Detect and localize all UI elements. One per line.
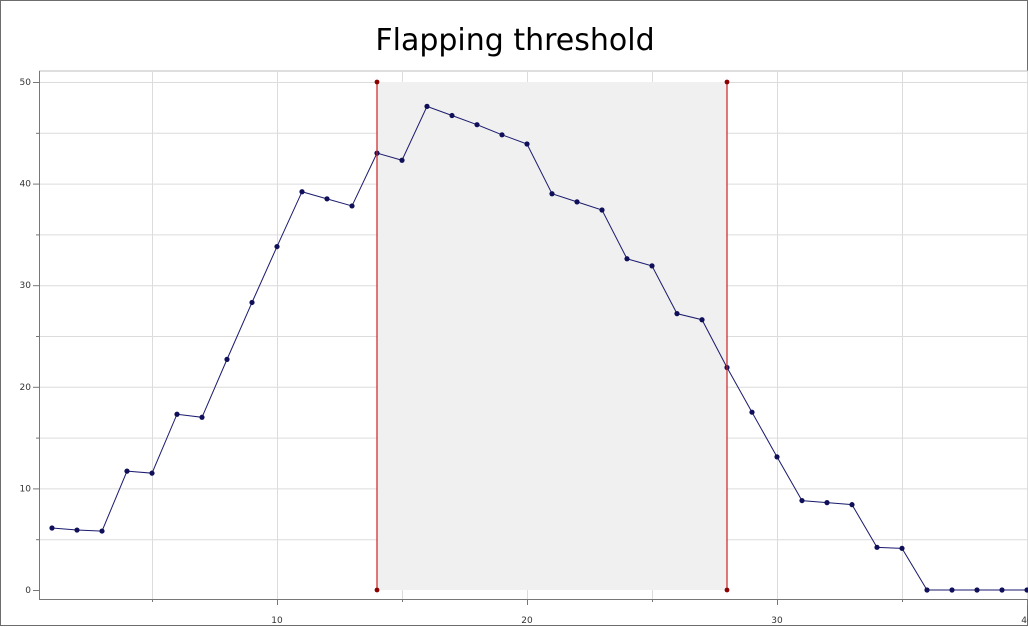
y-tick-label: 10 xyxy=(20,484,32,494)
data-point xyxy=(849,502,855,508)
data-point xyxy=(1024,587,1028,593)
y-tick-label: 50 xyxy=(20,78,32,88)
data-point xyxy=(424,103,430,109)
threshold-layer xyxy=(374,79,730,593)
axis-layer xyxy=(33,71,1028,605)
data-point xyxy=(399,157,405,163)
data-point xyxy=(474,122,480,128)
threshold-marker-top xyxy=(374,79,380,85)
data-point xyxy=(999,587,1005,593)
data-point xyxy=(349,203,355,209)
threshold-marker-bottom xyxy=(724,587,730,593)
data-point xyxy=(224,356,230,362)
data-point xyxy=(249,299,255,306)
data-point xyxy=(124,468,130,474)
data-point xyxy=(149,470,155,476)
threshold-marker-top xyxy=(724,79,730,85)
data-point xyxy=(899,545,905,551)
data-point xyxy=(574,199,580,205)
data-point xyxy=(74,527,80,533)
data-point xyxy=(874,544,880,550)
data-point xyxy=(674,311,680,317)
y-tick-label: 0 xyxy=(25,586,31,596)
data-point xyxy=(324,196,330,202)
y-tick-label: 40 xyxy=(20,180,32,190)
data-point xyxy=(449,112,455,119)
data-point xyxy=(799,497,805,504)
data-point xyxy=(699,317,705,323)
data-point xyxy=(924,587,930,593)
x-tick-label: 40 xyxy=(1021,616,1028,626)
chart-title: Flapping threshold xyxy=(375,23,655,58)
y-tick-label: 30 xyxy=(20,281,32,291)
data-point xyxy=(299,189,305,195)
data-point xyxy=(599,207,605,213)
data-point xyxy=(649,263,655,269)
x-tick-label: 20 xyxy=(521,616,533,626)
data-point xyxy=(749,409,755,415)
data-point xyxy=(49,525,55,531)
data-point xyxy=(499,132,505,138)
data-point xyxy=(624,256,630,262)
data-point xyxy=(974,587,980,593)
x-tick-label: 30 xyxy=(771,616,783,626)
shaded-region xyxy=(377,82,727,590)
series-layer xyxy=(49,103,1028,593)
data-point xyxy=(174,411,180,417)
tick-label-layer: 0 10 20 30 40 50 10 20 30 40 xyxy=(20,78,1028,626)
y-tick-label: 20 xyxy=(20,383,32,393)
x-tick-label: 10 xyxy=(271,616,283,626)
data-point xyxy=(99,528,105,534)
data-point xyxy=(774,454,780,460)
data-point xyxy=(549,191,555,197)
data-point xyxy=(524,141,530,147)
threshold-marker-bottom xyxy=(374,587,380,593)
series-line xyxy=(51,105,1027,591)
data-point xyxy=(274,243,280,250)
shaded-region-layer xyxy=(377,82,727,590)
data-point xyxy=(199,414,205,420)
data-point xyxy=(949,587,955,593)
data-point xyxy=(824,500,830,506)
